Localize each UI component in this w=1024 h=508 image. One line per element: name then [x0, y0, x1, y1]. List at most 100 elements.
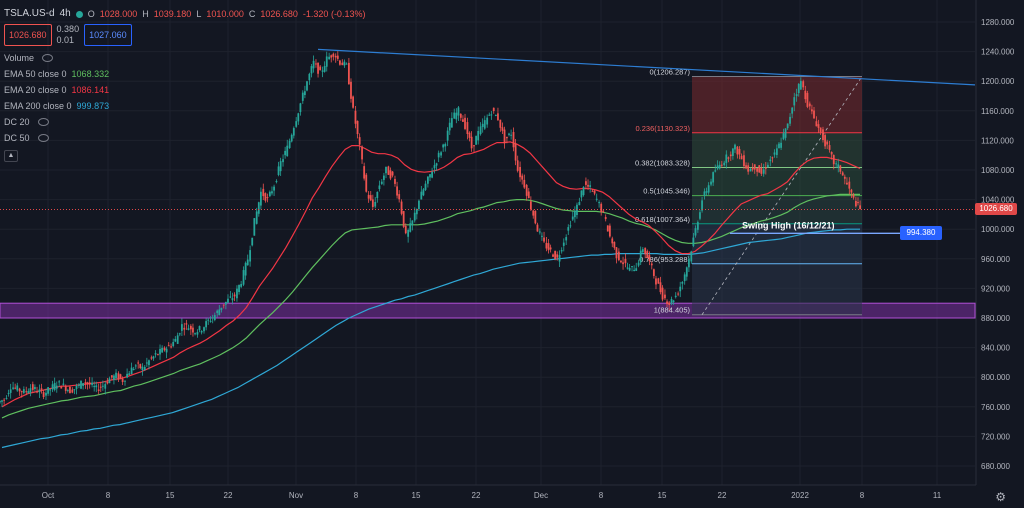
y-tick-label: 920.000	[981, 284, 1010, 293]
ohlc-change: -1.320 (-0.13%)	[302, 9, 366, 19]
candle-body	[330, 55, 333, 58]
indicator-ema200[interactable]: EMA 200 close 0 999.873	[4, 98, 365, 114]
candle-body	[617, 251, 620, 261]
candle-body	[402, 211, 405, 227]
indicator-ema20[interactable]: EMA 20 close 0 1086.141	[4, 82, 365, 98]
candle-body	[49, 389, 52, 391]
candle-body	[587, 184, 589, 187]
candle-body	[529, 201, 532, 210]
candle-body	[497, 113, 499, 121]
candle-body	[571, 216, 574, 220]
x-tick-label: 8	[599, 491, 604, 500]
candle-body	[444, 143, 447, 147]
candle-body	[275, 181, 278, 183]
candle-body	[69, 386, 71, 394]
candle-body	[418, 200, 420, 210]
candle-body	[60, 386, 63, 389]
candle-body	[859, 205, 861, 210]
candle-body	[339, 60, 341, 65]
indicator-dc50[interactable]: DC 50	[4, 130, 365, 146]
candle-body	[655, 278, 657, 285]
candle-body	[641, 249, 644, 253]
candle-body	[194, 333, 196, 335]
candle-body	[751, 167, 754, 170]
candle-body	[549, 247, 552, 250]
candle-body	[580, 190, 583, 198]
candle-body	[84, 382, 87, 384]
candle-body	[145, 362, 148, 364]
candle-body	[383, 175, 385, 180]
candle-body	[356, 120, 359, 135]
trendline[interactable]	[317, 48, 976, 86]
candle-body	[494, 115, 497, 117]
candle-body	[773, 152, 776, 155]
candle-body	[148, 360, 150, 366]
candle-body	[297, 113, 300, 122]
candle-body	[808, 103, 811, 107]
candle-body	[532, 210, 535, 216]
spread-top: 0.380	[56, 24, 80, 34]
y-tick-label: 800.000	[981, 373, 1010, 382]
settings-gear-icon[interactable]: ⚙	[995, 490, 1006, 504]
y-tick-label: 960.000	[981, 255, 1010, 264]
indicator-label: EMA 200 close 0	[4, 101, 72, 111]
sell-price-button[interactable]: 1026.680	[4, 24, 52, 46]
fib-level-label: 0.236(1130.323)	[636, 124, 691, 133]
eye-hidden-icon[interactable]	[37, 118, 49, 126]
eye-hidden-icon[interactable]	[37, 134, 49, 142]
candle-body	[292, 128, 295, 136]
candle-body	[328, 56, 331, 60]
candle-body	[545, 242, 548, 249]
interval[interactable]: 4h	[59, 8, 71, 19]
collapse-legend-button[interactable]: ▲	[4, 150, 18, 162]
candle-body	[670, 299, 673, 304]
eye-hidden-icon[interactable]	[42, 54, 54, 62]
candle-body	[786, 123, 789, 129]
candle-body	[666, 301, 668, 305]
fibonacci-retracement[interactable]: 0(1206.287) 0.236(1130.323) 0.382(1083.328…	[635, 68, 863, 316]
candle-body	[58, 381, 61, 383]
y-tick-label: 1200.000	[981, 77, 1015, 86]
candle-body	[93, 386, 96, 388]
candle-body	[593, 190, 596, 194]
candle-body	[203, 327, 205, 332]
candle-body	[837, 164, 840, 168]
candle-body	[185, 323, 188, 325]
indicator-dc20[interactable]: DC 20	[4, 114, 365, 130]
candle-body	[5, 398, 8, 400]
candle-body	[284, 150, 287, 156]
candle-body	[595, 198, 598, 200]
candle-body	[793, 97, 796, 106]
candle-body	[615, 247, 618, 259]
candle-body	[688, 258, 690, 268]
candle-body	[536, 224, 539, 232]
indicator-volume[interactable]: Volume	[4, 50, 365, 66]
swing-high-price-badge[interactable]: 994.380	[900, 226, 942, 241]
candle-body	[216, 310, 219, 313]
candle-body	[525, 184, 528, 196]
x-tick-label: 8	[106, 491, 111, 500]
y-tick-label: 760.000	[981, 403, 1010, 412]
candle-body	[303, 91, 306, 96]
indicator-ema50[interactable]: EMA 50 close 0 1068.332	[4, 66, 365, 82]
candle-body	[170, 346, 172, 348]
candle-body	[567, 227, 570, 231]
candle-body	[679, 286, 682, 292]
candle-body	[200, 330, 203, 333]
candle-body	[209, 320, 212, 322]
candle-body	[367, 194, 370, 199]
candle-body	[464, 117, 466, 129]
symbol-name[interactable]: TSLA.US-d	[4, 8, 55, 19]
candle-body	[512, 132, 515, 148]
candle-body	[279, 161, 282, 172]
candle-body	[850, 189, 853, 193]
buy-price-button[interactable]: 1027.060	[84, 24, 132, 46]
candle-body	[734, 144, 736, 150]
x-tick-label: 22	[472, 491, 481, 500]
candle-body	[222, 304, 225, 306]
candle-body	[602, 210, 605, 212]
candle-body	[727, 157, 730, 159]
candle-body	[183, 327, 186, 330]
candle-body	[488, 114, 491, 116]
